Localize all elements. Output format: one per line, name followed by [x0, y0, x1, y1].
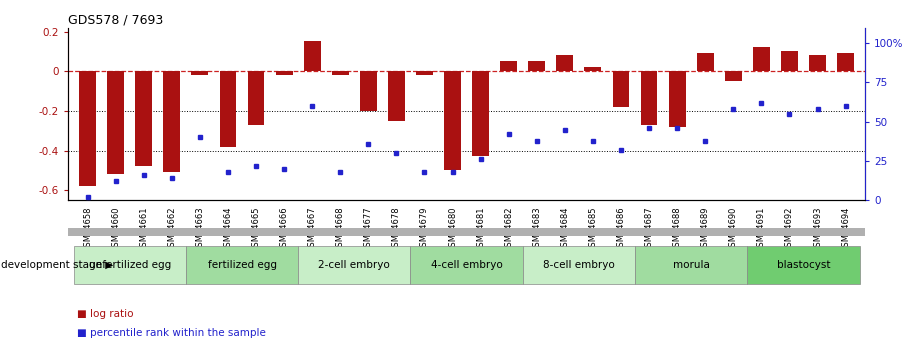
Bar: [697, 53, 714, 71]
Bar: [416, 71, 433, 75]
Bar: [410, 246, 523, 284]
Bar: [556, 55, 573, 71]
Bar: [635, 246, 747, 284]
Text: unfertilized egg: unfertilized egg: [89, 260, 171, 270]
Bar: [73, 246, 186, 284]
Bar: [275, 71, 293, 75]
Bar: [753, 47, 770, 71]
Text: fertilized egg: fertilized egg: [207, 260, 276, 270]
Bar: [107, 71, 124, 174]
Bar: [186, 246, 298, 284]
Bar: [747, 246, 860, 284]
Text: morula: morula: [673, 260, 709, 270]
Text: GDS578 / 7693: GDS578 / 7693: [68, 13, 163, 27]
Bar: [332, 71, 349, 75]
Bar: [612, 71, 630, 107]
Bar: [837, 53, 854, 71]
Text: 8-cell embryo: 8-cell embryo: [543, 260, 615, 270]
Text: 4-cell embryo: 4-cell embryo: [430, 260, 503, 270]
Bar: [304, 41, 321, 71]
Text: ■ log ratio: ■ log ratio: [77, 309, 133, 319]
Bar: [360, 71, 377, 111]
Bar: [444, 71, 461, 170]
Bar: [298, 246, 410, 284]
Text: development stage ▶: development stage ▶: [1, 260, 113, 270]
Bar: [725, 71, 742, 81]
Bar: [809, 55, 826, 71]
Bar: [669, 71, 686, 127]
Text: blastocyst: blastocyst: [776, 260, 830, 270]
Bar: [191, 71, 208, 75]
Bar: [781, 51, 798, 71]
Bar: [528, 61, 545, 71]
Text: 2-cell embryo: 2-cell embryo: [318, 260, 390, 270]
Bar: [584, 67, 602, 71]
Bar: [247, 71, 265, 125]
Bar: [79, 71, 96, 186]
Bar: [388, 71, 405, 121]
Bar: [163, 71, 180, 172]
Bar: [500, 61, 517, 71]
Bar: [219, 71, 236, 147]
Bar: [135, 71, 152, 166]
Text: ■ percentile rank within the sample: ■ percentile rank within the sample: [77, 328, 265, 338]
Bar: [472, 71, 489, 157]
Bar: [523, 246, 635, 284]
Bar: [641, 71, 658, 125]
